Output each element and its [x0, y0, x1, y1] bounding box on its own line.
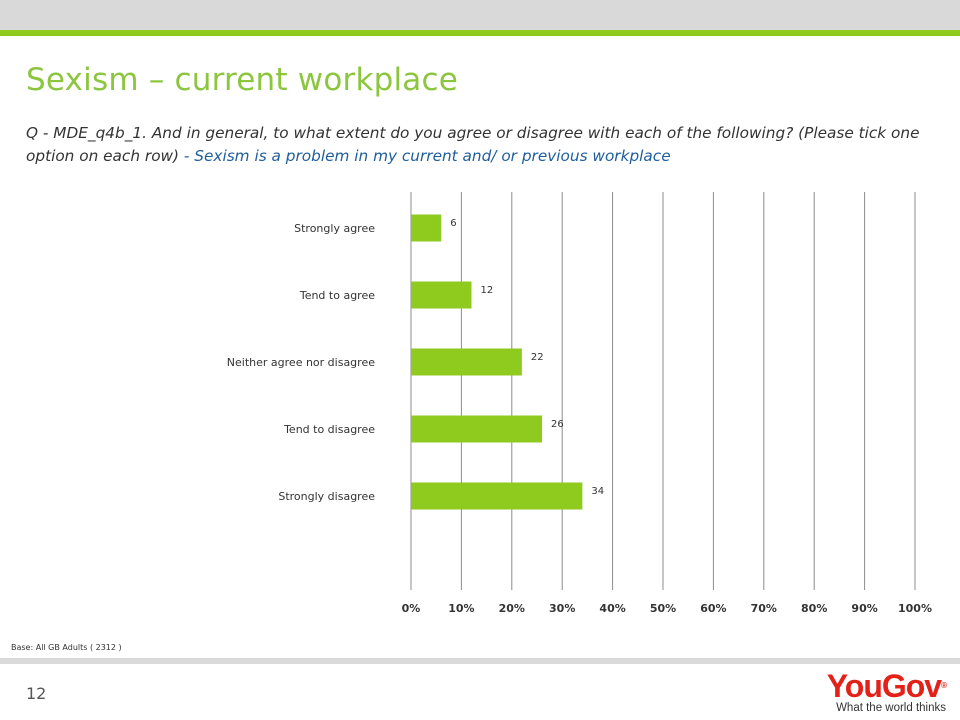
page-number: 12 — [26, 684, 47, 703]
data-label: 12 — [480, 285, 493, 296]
category-label: Tend to agree — [299, 289, 375, 302]
data-label: 6 — [450, 218, 456, 229]
data-label: 34 — [591, 486, 604, 497]
question-main: Q - MDE_q4b_1. And in general, to what e… — [26, 124, 920, 165]
bar — [411, 281, 472, 309]
x-tick-label: 100% — [898, 602, 932, 615]
category-label: Strongly disagree — [278, 490, 375, 503]
bar — [411, 482, 583, 510]
bar — [411, 214, 442, 242]
base-note: Base: All GB Adults ( 2312 ) — [11, 643, 122, 652]
data-label: 26 — [551, 419, 564, 430]
slide-title: Sexism – current workplace — [26, 62, 459, 98]
yougov-logo: YouGov® What the world thinks — [826, 668, 947, 714]
category-label: Tend to disagree — [283, 423, 375, 436]
logo-wordmark: YouGov — [826, 668, 942, 704]
bar — [411, 415, 543, 443]
x-tick-label: 30% — [549, 602, 575, 615]
category-label: Neither agree nor disagree — [227, 356, 375, 369]
category-label: Strongly agree — [294, 222, 375, 235]
bar — [411, 348, 522, 376]
x-tick-label: 70% — [751, 602, 777, 615]
labels: 0% 10% 20% 30% 40% 50% 60% 70% 80% 90% 100% 6 Strong… — [227, 218, 932, 615]
bars — [411, 214, 583, 510]
logo-tagline: What the world thinks — [836, 702, 946, 714]
question-text: Q - MDE_q4b_1. And in general, to what e… — [26, 122, 936, 168]
x-tick-label: 90% — [851, 602, 877, 615]
top-rule — [0, 30, 960, 36]
x-tick-label: 80% — [801, 602, 827, 615]
x-tick-label: 0% — [402, 602, 421, 615]
x-tick-label: 40% — [599, 602, 625, 615]
x-tick-label: 60% — [700, 602, 726, 615]
bottom-rule — [0, 658, 960, 664]
logo-registered-mark: ® — [941, 681, 947, 690]
x-tick-label: 20% — [499, 602, 525, 615]
bar-chart: 0% 10% 20% 30% 40% 50% 60% 70% 80% 90% 100% 6 Strong… — [227, 192, 932, 615]
data-label: 22 — [531, 352, 544, 363]
x-tick-label: 50% — [650, 602, 676, 615]
x-tick-label: 10% — [448, 602, 474, 615]
question-highlight: - Sexism is a problem in my current and/… — [183, 147, 671, 165]
grid-lines — [410, 192, 916, 590]
top-band — [0, 0, 960, 30]
